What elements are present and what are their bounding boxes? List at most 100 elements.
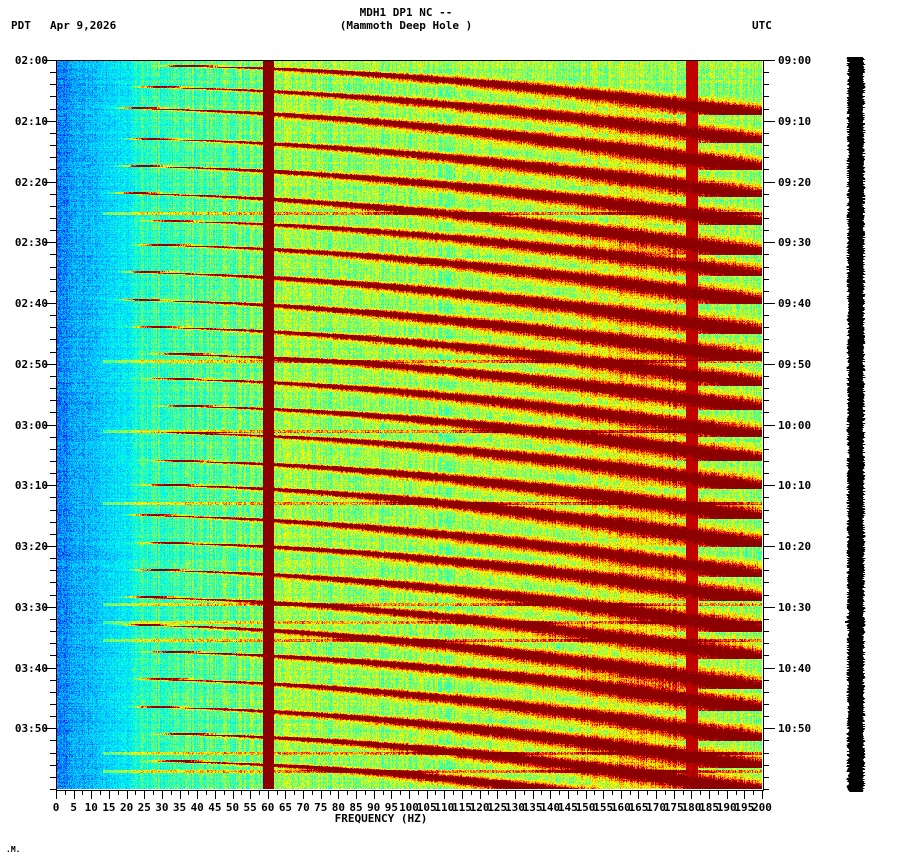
y-axis-minor-tick-right	[763, 680, 769, 681]
y-axis-minor-tick-right	[763, 473, 769, 474]
x-axis-major-tick	[462, 790, 463, 799]
y-axis-minor-tick-right	[763, 510, 769, 511]
y-axis-major-tick-right	[763, 546, 775, 547]
y-axis-minor-tick-right	[763, 716, 769, 717]
y-axis-major-tick-right	[763, 607, 775, 608]
y-axis-minor-tick-right	[763, 133, 769, 134]
x-axis-major-tick	[338, 790, 339, 799]
y-axis-tick-label-pdt: 02:30	[14, 236, 48, 249]
x-axis-major-tick	[709, 790, 710, 799]
y-axis-tick-label-pdt: 03:50	[14, 722, 48, 735]
y-axis-tick-label-pdt: 03:10	[14, 479, 48, 492]
y-axis-tick-label-pdt: 02:40	[14, 297, 48, 310]
x-axis-minor-tick	[753, 790, 754, 795]
x-axis-minor-tick	[162, 790, 163, 795]
y-axis-minor-tick-right	[763, 109, 769, 110]
y-axis-minor-tick-right	[763, 206, 769, 207]
y-axis-minor-tick-right	[763, 194, 769, 195]
x-axis-minor-tick	[391, 790, 392, 795]
y-axis-minor-tick-right	[763, 777, 769, 778]
y-axis-minor-tick-right	[763, 522, 769, 523]
y-axis-minor-tick-right	[763, 267, 769, 268]
y-axis-minor-tick-right	[763, 60, 769, 61]
x-axis-minor-tick	[285, 790, 286, 795]
x-axis-minor-tick	[268, 790, 269, 795]
x-axis-minor-tick	[56, 790, 57, 795]
y-axis-minor-tick-right	[763, 607, 769, 608]
timezone-label-right: UTC	[752, 19, 772, 32]
x-axis-major-tick	[638, 790, 639, 799]
y-axis-major-tick-left	[44, 303, 56, 304]
x-axis-major-tick	[162, 790, 163, 799]
y-axis-major-tick-left	[44, 121, 56, 122]
x-axis-minor-tick	[233, 790, 234, 795]
x-axis-major-tick	[74, 790, 75, 799]
y-axis-minor-tick-right	[763, 643, 769, 644]
x-axis-major-tick	[215, 790, 216, 799]
x-axis-minor-tick	[683, 790, 684, 795]
x-axis-major-tick	[91, 790, 92, 799]
x-axis-minor-tick	[488, 790, 489, 795]
y-axis-minor-tick-right	[763, 230, 769, 231]
x-axis-minor-tick	[338, 790, 339, 795]
x-axis-minor-tick	[471, 790, 472, 795]
y-axis-major-tick-right	[763, 303, 775, 304]
x-axis-major-tick	[444, 790, 445, 799]
x-axis-major-tick	[321, 790, 322, 799]
x-axis-minor-tick	[559, 790, 560, 795]
y-axis-major-tick-left	[44, 60, 56, 61]
x-axis-major-tick	[374, 790, 375, 799]
x-axis-major-tick	[250, 790, 251, 799]
x-axis-minor-tick	[100, 790, 101, 795]
x-axis-minor-tick	[647, 790, 648, 795]
y-axis-minor-tick-right	[763, 169, 769, 170]
x-axis-major-tick	[144, 790, 145, 799]
x-axis-minor-tick	[497, 790, 498, 795]
y-axis-minor-tick-right	[763, 339, 769, 340]
y-axis-minor-tick-right	[763, 242, 769, 243]
y-axis-minor-tick-right	[763, 668, 769, 669]
spectrogram-plot	[56, 60, 762, 789]
x-axis-minor-tick	[700, 790, 701, 795]
x-axis-major-tick	[197, 790, 198, 799]
y-axis-minor-tick-right	[763, 254, 769, 255]
y-axis-tick-label-utc: 09:20	[778, 176, 812, 189]
x-axis-minor-tick	[612, 790, 613, 795]
y-axis-minor-tick-right	[763, 570, 769, 571]
x-axis-minor-tick	[409, 790, 410, 795]
x-axis-minor-tick	[515, 790, 516, 795]
y-axis-minor-tick-right	[763, 728, 769, 729]
x-axis-major-tick	[391, 790, 392, 799]
y-axis-major-tick-left	[44, 425, 56, 426]
x-axis-minor-tick	[533, 790, 534, 795]
x-axis-minor-tick	[241, 790, 242, 795]
x-axis-minor-tick	[197, 790, 198, 795]
x-axis-minor-tick	[312, 790, 313, 795]
x-axis-minor-tick	[374, 790, 375, 795]
x-axis-major-tick	[109, 790, 110, 799]
x-axis-minor-tick	[762, 790, 763, 795]
x-axis-minor-tick	[127, 790, 128, 795]
x-axis-major-tick	[691, 790, 692, 799]
y-axis-minor-tick-right	[763, 497, 769, 498]
y-axis-minor-tick-left	[50, 789, 56, 790]
x-axis-minor-tick	[224, 790, 225, 795]
y-axis-major-tick-right	[763, 425, 775, 426]
corner-artifact-mark: .M.	[6, 845, 21, 854]
x-axis-major-tick	[409, 790, 410, 799]
y-axis-major-tick-right	[763, 182, 775, 183]
y-axis-major-tick-right	[763, 242, 775, 243]
y-axis-tick-label-pdt: 03:30	[14, 601, 48, 614]
x-axis-major-tick	[285, 790, 286, 799]
y-axis-minor-tick-right	[763, 595, 769, 596]
y-axis-major-tick-left	[44, 182, 56, 183]
y-axis-minor-tick-right	[763, 182, 769, 183]
y-axis-minor-tick-right	[763, 425, 769, 426]
x-axis-minor-tick	[744, 790, 745, 795]
y-axis-minor-tick-right	[763, 412, 769, 413]
y-axis-minor-tick-right	[763, 437, 769, 438]
y-axis-minor-tick-right	[763, 400, 769, 401]
y-axis-minor-tick-right	[763, 157, 769, 158]
x-axis-major-tick	[533, 790, 534, 799]
y-axis-minor-tick-right	[763, 740, 769, 741]
